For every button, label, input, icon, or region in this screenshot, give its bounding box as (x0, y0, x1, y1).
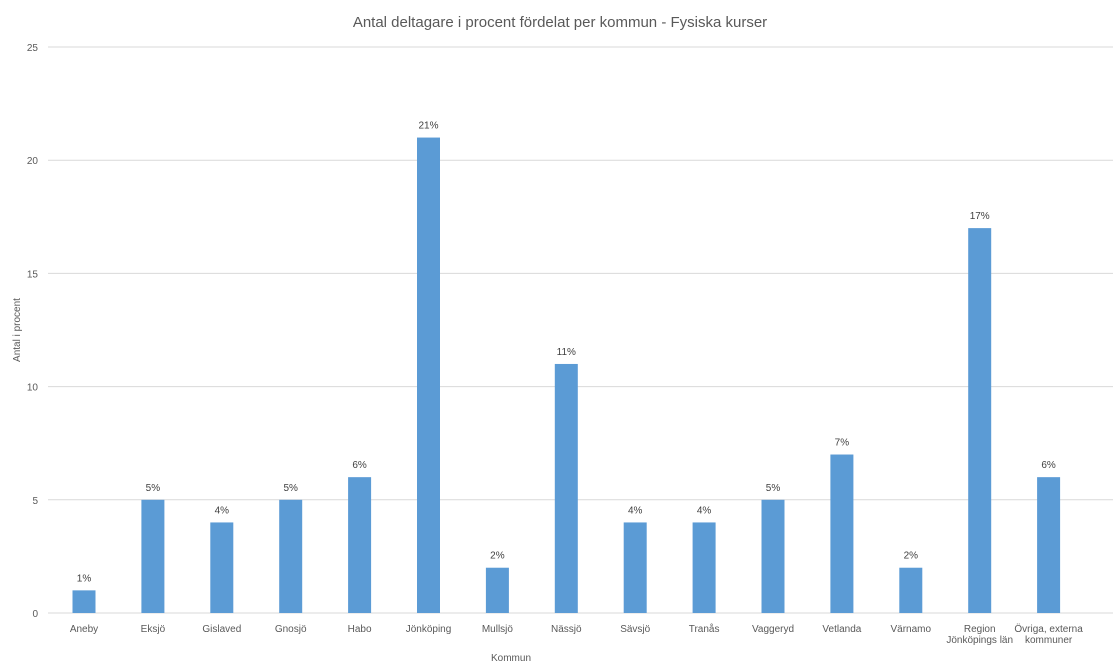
x-category-label: Gislaved (202, 624, 241, 635)
data-label: 4% (697, 505, 712, 516)
data-label: 6% (352, 460, 367, 471)
data-label: 1% (77, 573, 92, 584)
bar (968, 228, 992, 613)
data-label: 17% (970, 211, 990, 222)
y-axis-ticks: 0 5 10 15 20 25 (27, 43, 39, 620)
bar (417, 137, 440, 613)
y-tick-label: 15 (27, 269, 39, 280)
x-category-label: Jönköping (406, 624, 452, 635)
data-label: 5% (283, 483, 298, 494)
data-label: 2% (490, 551, 505, 562)
data-label: 6% (1041, 460, 1056, 471)
y-tick-label: 20 (27, 156, 39, 167)
bars (72, 137, 1061, 613)
chart-title: Antal deltagare i procent fördelat per k… (353, 14, 767, 31)
x-category-label: Tranås (689, 623, 720, 635)
x-category-label: Vaggeryd (752, 624, 794, 635)
data-label: 7% (835, 438, 850, 449)
bar (623, 522, 647, 613)
x-category-label: Region (964, 624, 996, 635)
y-tick-label: 25 (27, 43, 39, 54)
data-label: 11% (557, 347, 576, 358)
bar (761, 499, 785, 613)
bar (1037, 477, 1061, 613)
bar (554, 363, 578, 613)
x-axis-categories: Aneby Eksjö Gislaved Gnosjö Habo Jönköping Mul… (70, 623, 1083, 646)
y-tick-label: 10 (27, 383, 39, 394)
data-label: 4% (628, 505, 643, 516)
bar (692, 522, 716, 613)
x-category-label: Nässjö (551, 624, 582, 635)
bar (348, 477, 372, 613)
bar (899, 567, 923, 613)
bar (830, 454, 854, 613)
x-category-label: Övriga, externa (1014, 623, 1083, 635)
x-axis-title: Kommun (491, 653, 531, 664)
x-category-label: Jönköpings län (946, 635, 1013, 646)
x-category-label: Vetlanda (822, 624, 861, 635)
x-category-label: Habo (348, 624, 372, 635)
x-category-label: Värnamo (891, 624, 932, 635)
x-category-label: Eksjö (141, 624, 166, 635)
x-category-label: Gnosjö (275, 624, 307, 635)
bar (210, 522, 234, 613)
bar (485, 567, 509, 613)
data-label: 5% (766, 483, 781, 494)
bar (72, 590, 96, 613)
x-category-label: Sävsjö (620, 624, 650, 635)
y-tick-label: 5 (32, 496, 38, 507)
data-label: 5% (146, 483, 161, 494)
bar (141, 499, 165, 613)
data-label: 21% (418, 121, 438, 132)
y-axis-title: Antal i procent (12, 298, 23, 362)
x-category-label: Aneby (70, 624, 98, 635)
x-category-label: Mullsjö (482, 624, 514, 635)
y-tick-label: 0 (32, 609, 38, 620)
bar (279, 499, 303, 613)
data-label: 4% (215, 505, 230, 516)
data-label: 2% (904, 551, 919, 562)
gridlines (48, 46, 1113, 614)
data-labels: 1% 5% 4% 5% 6% 21% 2% 11% 4% 4% 5% 7% 2% 17% 6% (77, 121, 1056, 585)
x-category-label: kommuner (1025, 635, 1073, 646)
